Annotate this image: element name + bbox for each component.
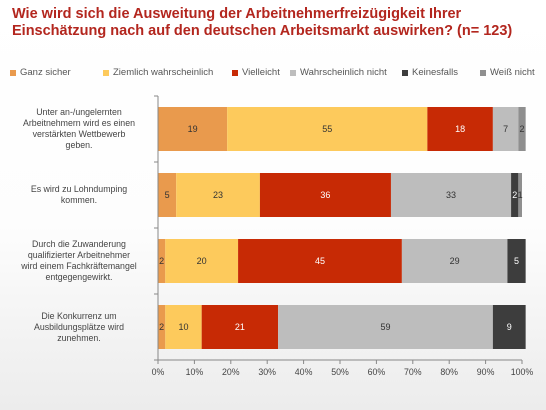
category-label-line: wird einem Fachkräftemangel	[21, 261, 137, 271]
bar-segment	[427, 107, 493, 151]
bar-data-label: 2	[159, 322, 164, 332]
bar-data-label: 2	[512, 190, 517, 200]
bar-segment	[165, 239, 239, 283]
bar-segment	[201, 305, 279, 349]
legend-swatch-3	[290, 69, 296, 76]
bar-data-label: 2	[159, 256, 164, 266]
bar-data-label: 21	[235, 322, 245, 332]
x-axis-tick-label: 0%	[152, 367, 165, 377]
category-label-3: Die Konkurrenz um Ausbildungsplätze wird z…	[8, 311, 150, 344]
bar-segment	[259, 173, 391, 217]
bar-segment	[401, 239, 508, 283]
x-axis-tick-label: 70%	[404, 367, 422, 377]
bar-segment	[158, 239, 166, 283]
bar-segment	[158, 305, 166, 349]
legend-label-0: Ganz sicher	[20, 67, 71, 78]
bar-segment	[492, 305, 526, 349]
category-label-line: Ausbildungsplätze wird	[34, 321, 124, 332]
legend-item-1: Ziemlich wahrscheinlich	[103, 67, 213, 78]
legend-label-5: Weiß nicht	[490, 67, 535, 78]
category-label-line: verstärkten Wettbewerb	[32, 129, 126, 139]
x-axis-tick-label: 90%	[477, 367, 495, 377]
category-label-2: Durch die Zuwanderung qualifizierter Arbe…	[8, 239, 150, 283]
bar-segment	[238, 239, 402, 283]
bar-data-label: 9	[507, 322, 512, 332]
bar-data-label: 36	[320, 190, 330, 200]
legend-swatch-1	[103, 69, 109, 76]
bar-data-label: 5	[514, 256, 519, 266]
x-axis-tick-label: 40%	[295, 367, 313, 377]
legend-swatch-0	[10, 69, 16, 76]
bar-data-label: 33	[446, 190, 456, 200]
bar-segment	[390, 173, 512, 217]
bar-data-label: 1	[518, 190, 523, 200]
bar-data-label: 23	[213, 190, 223, 200]
category-label-line: geben.	[65, 140, 93, 150]
bar-segment	[165, 305, 202, 349]
chart-title-line-2: Einschätzung nach auf den deutschen Arbe…	[12, 23, 513, 39]
chart-title: Wie wird sich die Ausweitung der Arbeitn…	[12, 6, 537, 40]
bar-data-label: 5	[165, 190, 170, 200]
x-axis-tick-label: 30%	[258, 367, 276, 377]
x-axis-tick-label: 80%	[440, 367, 458, 377]
legend-swatch-2	[232, 69, 238, 76]
bar-data-label: 29	[450, 256, 460, 266]
category-label-line: kommen.	[60, 195, 98, 205]
bar-data-label: 59	[380, 322, 390, 332]
bar-segment	[518, 173, 522, 217]
bar-segment	[158, 173, 177, 217]
bar-data-label: 19	[188, 124, 198, 134]
bar-data-label: 7	[503, 124, 508, 134]
x-axis-tick-label: 50%	[331, 367, 349, 377]
legend-label-3: Wahrscheinlich nicht	[300, 67, 387, 78]
legend-swatch-5	[480, 69, 486, 76]
category-label-line: Die Konkurrenz um	[41, 310, 117, 321]
bar-segment	[176, 173, 260, 217]
legend-label-4: Keinesfalls	[412, 67, 458, 78]
legend-item-4: Keinesfalls	[402, 67, 458, 78]
category-label-1: Es wird zu Lohndumping kommen.	[8, 184, 150, 206]
legend-label-1: Ziemlich wahrscheinlich	[113, 67, 214, 78]
chart-legend: Ganz sicher Ziemlich wahrscheinlich Vielle…	[0, 67, 546, 81]
bar-data-label: 2	[519, 124, 524, 134]
legend-item-3: Wahrscheinlich nicht	[290, 67, 387, 78]
legend-item-0: Ganz sicher	[10, 67, 71, 78]
legend-label-2: Vielleicht	[242, 67, 280, 78]
x-axis-tick-label: 20%	[222, 367, 240, 377]
category-label-line: Arbeitnehmern wird es einen	[23, 118, 135, 128]
bar-data-label: 45	[315, 256, 325, 266]
bar-segment	[278, 305, 493, 349]
bar-segment	[158, 107, 228, 151]
bar-segment	[492, 107, 519, 151]
bar-data-label: 55	[322, 124, 332, 134]
legend-item-2: Vielleicht	[232, 67, 280, 78]
bar-segment	[507, 239, 526, 283]
bar-data-label: 20	[197, 256, 207, 266]
x-axis-tick-label: 10%	[186, 367, 204, 377]
category-label-line: Durch die Zuwanderung	[32, 239, 126, 249]
bar-segment	[227, 107, 428, 151]
bar-segment	[518, 107, 526, 151]
x-axis-tick-label: 100%	[511, 367, 534, 377]
bar-segment	[511, 173, 519, 217]
legend-item-5: Weiß nicht	[480, 67, 535, 78]
bar-data-label: 18	[455, 124, 465, 134]
category-label-line: qualifizierter Arbeitnehmer	[27, 250, 131, 260]
category-label-line: entgegengewirkt.	[45, 272, 113, 282]
category-label-line: zunehmen.	[57, 332, 101, 343]
x-axis-tick-label: 60%	[368, 367, 386, 377]
category-label-line: Unter an-/ungelernten	[36, 107, 122, 117]
legend-swatch-4	[402, 69, 408, 76]
category-label-0: Unter an-/ungelernten Arbeitnehmern wird …	[8, 107, 150, 151]
category-label-line: Es wird zu Lohndumping	[30, 184, 128, 194]
bar-data-label: 10	[178, 322, 188, 332]
chart-title-line-1: Wie wird sich die Ausweitung der Arbeitn…	[12, 6, 462, 22]
